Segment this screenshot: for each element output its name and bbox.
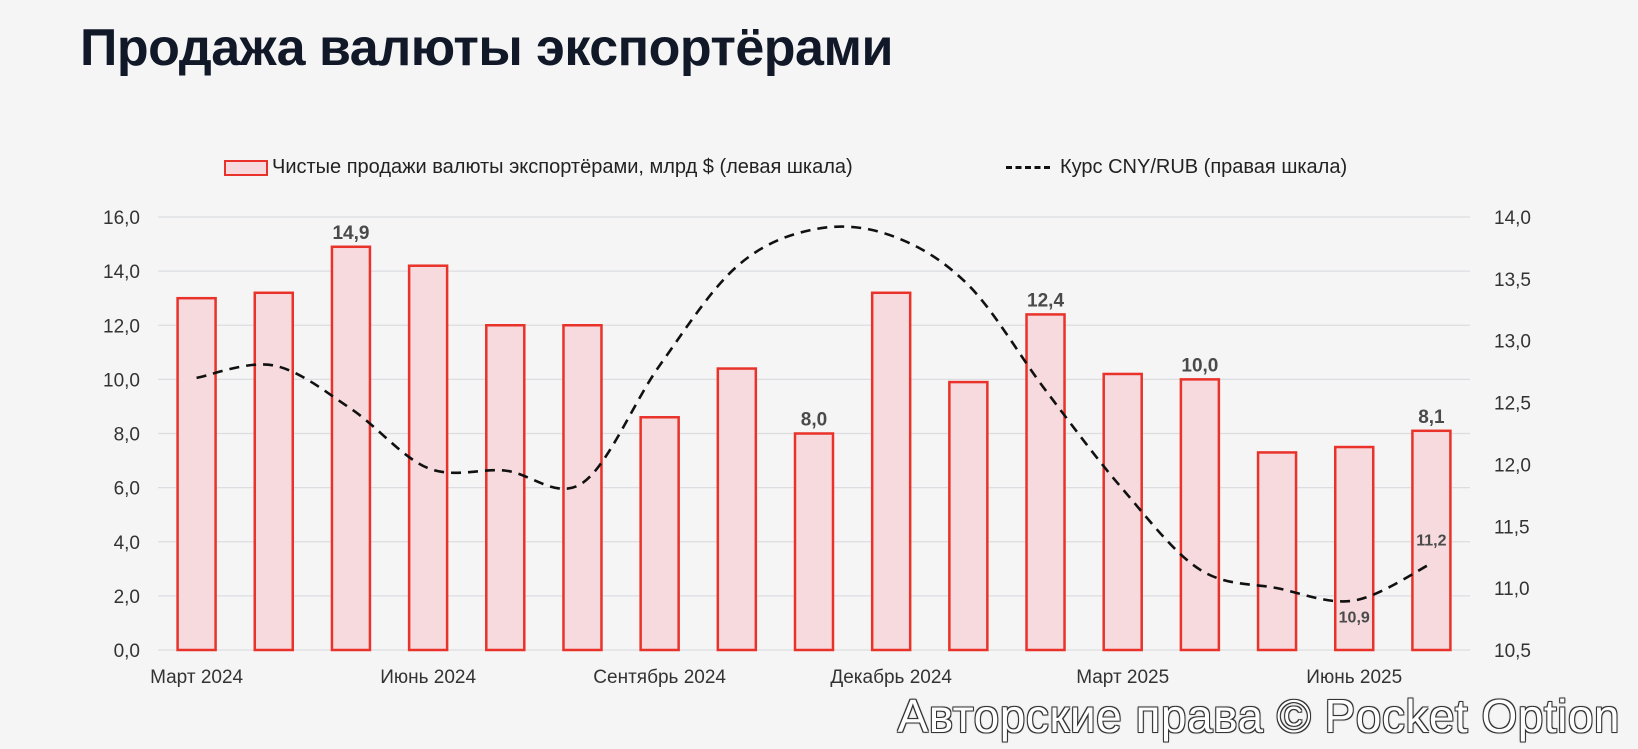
left-axis-tick-label: 16,0 xyxy=(103,208,140,229)
x-axis-tick-label: Июнь 2024 xyxy=(380,667,476,688)
right-axis-tick-label: 14,0 xyxy=(1494,208,1531,229)
bar xyxy=(253,291,295,652)
bar-value-label: 12,4 xyxy=(1027,290,1064,311)
legend-line-swatch xyxy=(1006,166,1050,169)
right-axis-tick-label: 13,5 xyxy=(1494,270,1531,291)
page-title: Продажа валюты экспортёрами xyxy=(80,19,893,77)
bar xyxy=(1179,378,1221,652)
x-axis-tick-label: Март 2024 xyxy=(150,667,243,688)
legend-bar-swatch xyxy=(224,159,268,176)
bar xyxy=(1256,451,1298,652)
copyright-watermark: Авторские права © Pocket Option xyxy=(897,690,1620,742)
left-axis-tick-label: 10,0 xyxy=(103,370,140,391)
bar xyxy=(1025,313,1066,652)
right-axis-tick-label: 12,0 xyxy=(1494,455,1531,476)
x-axis-tick-label: Март 2025 xyxy=(1076,667,1169,688)
bar-value-label: 8,0 xyxy=(801,410,827,431)
right-axis-tick-label: 13,0 xyxy=(1494,332,1531,353)
left-axis-tick-label: 12,0 xyxy=(103,316,140,337)
bar xyxy=(870,291,912,652)
x-axis-tick-label: Июнь 2025 xyxy=(1306,667,1402,688)
series-line-cny-rub xyxy=(196,225,1432,603)
bar xyxy=(793,432,835,652)
left-axis-tick-label: 14,0 xyxy=(103,262,140,283)
bar xyxy=(176,296,217,652)
chart-legend: Чистые продажи валюты экспортёрами, млрд… xyxy=(0,156,1638,186)
legend-line-label: Курс CNY/RUB (правая шкала) xyxy=(1060,156,1348,178)
left-axis-tick-label: 8,0 xyxy=(114,425,140,446)
bar xyxy=(948,380,989,652)
line-value-label: 10,9 xyxy=(1339,610,1370,627)
bar xyxy=(485,324,526,652)
bar xyxy=(330,245,372,652)
right-axis-tick-label: 10,5 xyxy=(1494,641,1531,662)
bar xyxy=(407,264,449,652)
bar-value-label: 10,0 xyxy=(1181,355,1218,376)
x-axis-tick-label: Сентябрь 2024 xyxy=(593,667,726,688)
legend-item-bars: Чистые продажи валюты экспортёрами, млрд… xyxy=(224,156,853,179)
bar xyxy=(716,367,758,652)
left-axis-tick-label: 4,0 xyxy=(114,533,140,554)
legend-bars-label: Чистые продажи валюты экспортёрами, млрд… xyxy=(272,156,853,178)
bar xyxy=(1102,372,1143,652)
bar-value-label: 8,1 xyxy=(1418,407,1445,428)
left-axis-tick-label: 0,0 xyxy=(114,641,140,662)
right-axis-tick-label: 11,0 xyxy=(1494,579,1530,600)
bar xyxy=(639,416,680,652)
right-axis-tick-label: 11,5 xyxy=(1494,517,1530,538)
bar xyxy=(562,324,603,652)
bar xyxy=(1411,429,1452,652)
bar-value-label: 14,9 xyxy=(332,223,369,244)
bar xyxy=(1333,445,1375,652)
right-axis-tick-label: 12,5 xyxy=(1494,394,1531,415)
x-axis-tick-label: Декабрь 2024 xyxy=(830,667,952,688)
left-axis-tick-label: 6,0 xyxy=(114,479,140,500)
legend-item-line: Курс CNY/RUB (правая шкала) xyxy=(1006,156,1347,179)
line-value-label: 11,2 xyxy=(1416,532,1446,549)
left-axis-tick-label: 2,0 xyxy=(114,587,140,608)
